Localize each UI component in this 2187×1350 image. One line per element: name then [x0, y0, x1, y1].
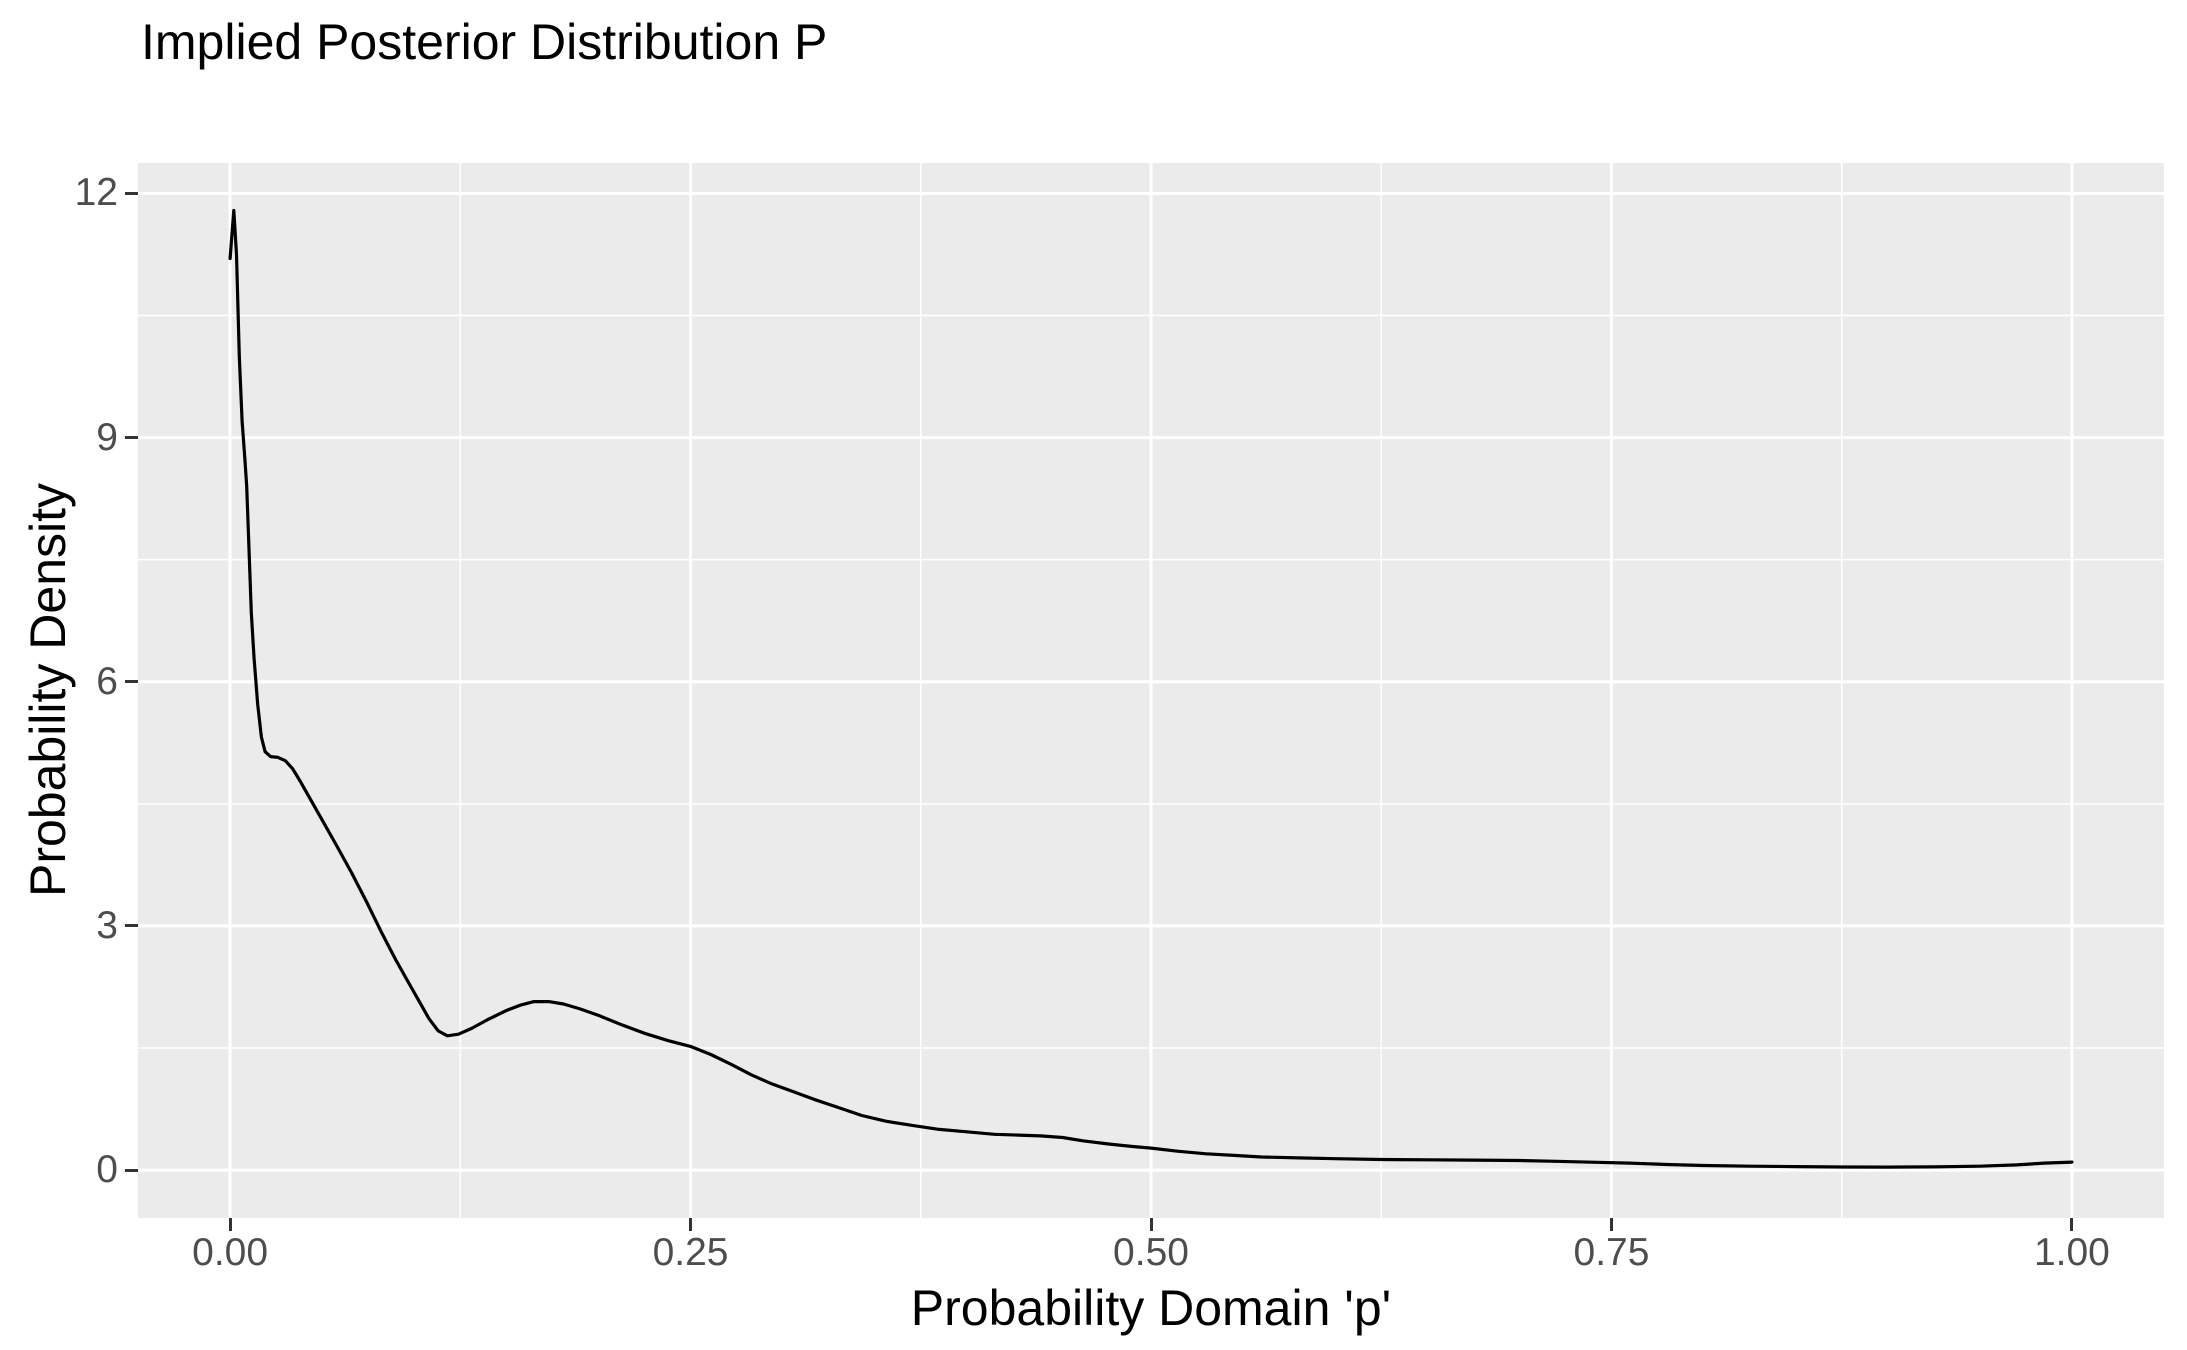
y-tick-label: 6 — [96, 659, 118, 703]
x-tick-mark — [2070, 1218, 2074, 1231]
x-tick-mark — [689, 1218, 693, 1231]
y-tick-label: 3 — [96, 903, 118, 947]
x-tick-label: 0.50 — [1113, 1231, 1189, 1274]
plot-title: Implied Posterior Distribution P — [141, 14, 828, 70]
y-tick-label: 12 — [74, 171, 118, 215]
chart-canvas — [138, 163, 2164, 1218]
x-tick-mark — [1609, 1218, 1613, 1231]
x-tick-label: 1.00 — [2033, 1231, 2110, 1274]
y-tick-label: 9 — [96, 415, 118, 459]
x-tick-mark — [228, 1218, 232, 1231]
y-tick-label: 0 — [96, 1148, 118, 1192]
y-tick-mark — [125, 680, 138, 684]
y-tick-mark — [125, 191, 138, 195]
x-tick-label: 0.25 — [652, 1231, 729, 1274]
y-tick-mark — [125, 436, 138, 440]
y-tick-mark — [125, 1168, 138, 1172]
y-tick-mark — [125, 924, 138, 928]
x-tick-label: 0.00 — [192, 1231, 269, 1274]
x-tick-label: 0.75 — [1573, 1231, 1650, 1274]
plot-panel — [138, 163, 2164, 1218]
x-tick-mark — [1149, 1218, 1153, 1231]
density-curve — [228, 208, 2074, 1169]
x-axis-title: Probability Domain 'p' — [910, 1280, 1392, 1336]
